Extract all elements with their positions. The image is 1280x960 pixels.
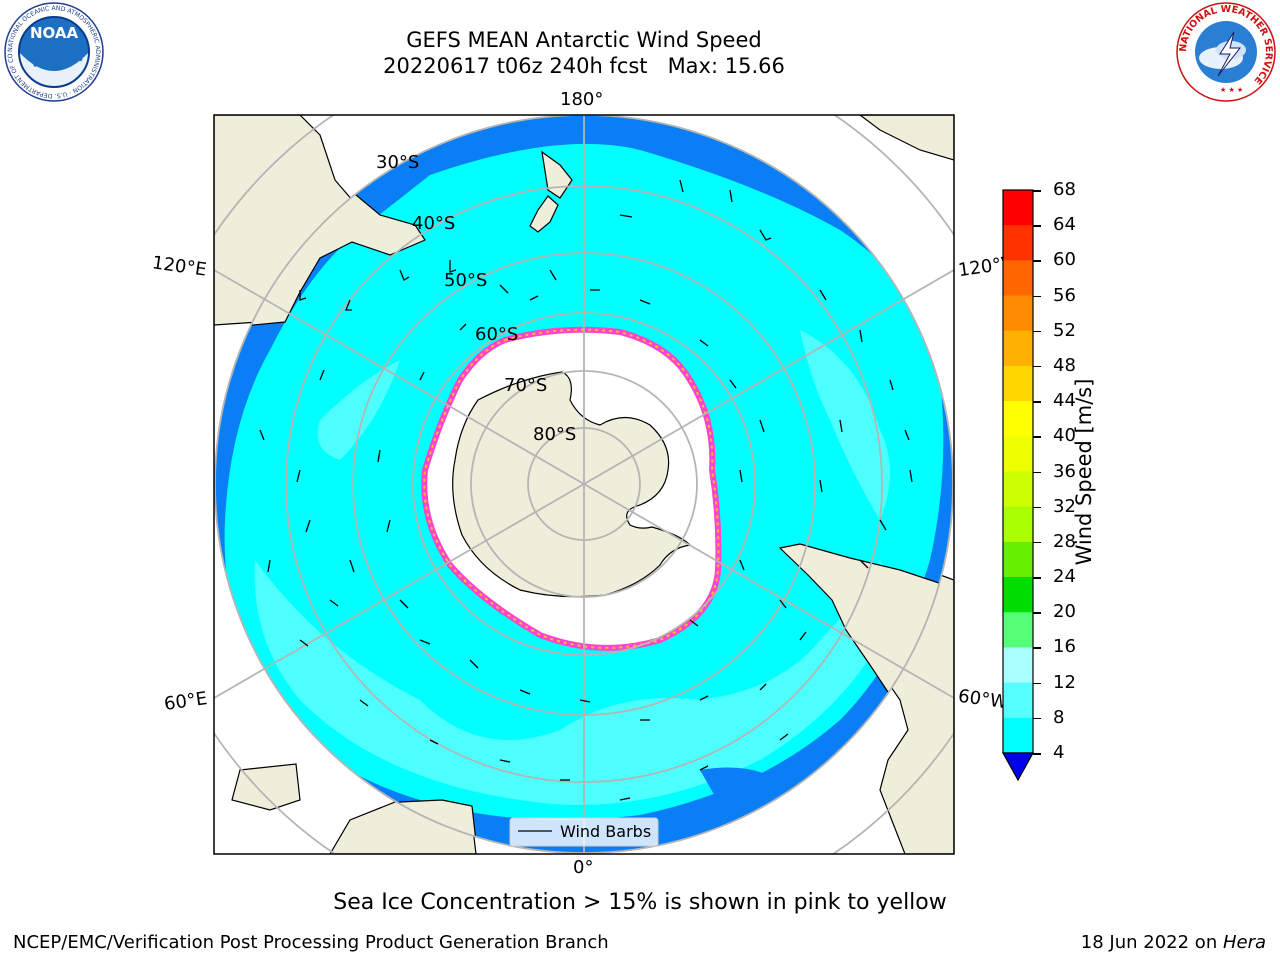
colorbar-tick-mark bbox=[1033, 225, 1041, 227]
colorbar-tick-mark bbox=[1033, 436, 1041, 438]
colorbar-segment bbox=[1003, 577, 1033, 613]
colorbar-tick-mark bbox=[1033, 401, 1041, 403]
colorbar-tick-label: 52 bbox=[1053, 319, 1076, 341]
colorbar-tick-mark bbox=[1033, 682, 1041, 685]
nws-logo: NATIONAL WEATHER SERVICE ★ ★ ★ bbox=[1176, 2, 1276, 102]
colorbar-tick-label: 12 bbox=[1053, 671, 1076, 693]
lat-label-80s: 80°S bbox=[533, 424, 577, 445]
colorbar-tick-label: 48 bbox=[1053, 354, 1076, 376]
colorbar-tick-mark bbox=[1033, 577, 1041, 579]
colorbar-tick-label: 36 bbox=[1053, 460, 1076, 482]
colorbar-segment bbox=[1003, 365, 1033, 402]
footer-host: Hera bbox=[1222, 932, 1266, 953]
colorbar-tick-label: 56 bbox=[1053, 284, 1076, 306]
antarctica bbox=[452, 371, 692, 598]
colorbar-segment bbox=[1003, 612, 1033, 648]
svg-text:★ ★ ★: ★ ★ ★ bbox=[1220, 86, 1243, 94]
footer-date-text: 18 Jun 2022 on bbox=[1080, 932, 1223, 953]
colorbar-tick-label: 20 bbox=[1053, 601, 1076, 623]
colorbar-tick-mark bbox=[1033, 471, 1041, 473]
colorbar-tick-label: 64 bbox=[1053, 214, 1076, 236]
colorbar bbox=[1001, 189, 1035, 782]
colorbar-tick-label: 44 bbox=[1053, 390, 1076, 412]
colorbar-tick-mark bbox=[1033, 260, 1041, 262]
colorbar-tick-label: 4 bbox=[1053, 742, 1065, 763]
colorbar-segment bbox=[1003, 541, 1033, 578]
colorbar-tick-label: 68 bbox=[1053, 179, 1076, 200]
colorbar-tick-label: 8 bbox=[1053, 706, 1065, 728]
new-zealand bbox=[529, 150, 573, 233]
colorbar-tick-mark bbox=[1033, 753, 1041, 755]
colorbar-tick-label: 40 bbox=[1053, 425, 1076, 447]
colorbar-segment bbox=[1003, 647, 1033, 684]
lat-label-60s: 60°S bbox=[475, 324, 519, 345]
noaa-logo: NATIONAL OCEANIC AND ATMOSPHERIC ADMINIS… bbox=[4, 2, 104, 102]
chart-title: GEFS MEAN Antarctic Wind Speed bbox=[406, 28, 762, 52]
colorbar-segment bbox=[1003, 295, 1033, 332]
colorbar-label: Wind Speed [m/s] bbox=[1072, 378, 1096, 566]
colorbar-tick-mark bbox=[1033, 190, 1041, 192]
colorbar-tick-mark bbox=[1033, 612, 1041, 614]
colorbar-segment bbox=[1003, 471, 1033, 508]
graticule bbox=[214, 115, 954, 854]
colorbar-tick-mark bbox=[1033, 295, 1041, 298]
colorbar-tick-mark bbox=[1033, 330, 1041, 333]
wind-barbs bbox=[259, 179, 913, 801]
colorbar-tick-mark bbox=[1033, 365, 1041, 368]
footer-date: 18 Jun 2022 on Hera bbox=[1081, 932, 1266, 953]
colorbar-segment bbox=[1003, 330, 1033, 367]
map-frame bbox=[213, 114, 955, 855]
colorbar-tick-mark bbox=[1033, 647, 1041, 649]
lon-label-180: 180° bbox=[560, 89, 604, 110]
colorbar-segment bbox=[1003, 190, 1033, 226]
colorbar-tick-label: 24 bbox=[1053, 566, 1076, 588]
colorbar-segment bbox=[1003, 260, 1033, 297]
colorbar-tick-mark bbox=[1033, 506, 1041, 509]
colorbar-segment bbox=[1003, 506, 1033, 543]
wind-field-12-16 bbox=[254, 330, 900, 805]
colorbar-tick-label: 60 bbox=[1053, 249, 1076, 271]
sea-ice-caption: Sea Ice Concentration > 15% is shown in … bbox=[333, 890, 947, 915]
lat-label-50s: 50°S bbox=[444, 270, 488, 291]
lat-label-40s: 40°S bbox=[412, 213, 456, 234]
lon-label-0: 0° bbox=[573, 857, 594, 878]
colorbar-segment bbox=[1003, 436, 1033, 472]
colorbar-segment bbox=[1003, 401, 1033, 437]
colorbar-tick-mark bbox=[1033, 717, 1041, 720]
lat-label-30s: 30°S bbox=[376, 152, 420, 173]
legend-wind-barbs: Wind Barbs bbox=[560, 822, 651, 841]
map-legend bbox=[509, 817, 659, 847]
footer-branch: NCEP/EMC/Verification Post Processing Pr… bbox=[13, 932, 609, 953]
colorbar-segment bbox=[1003, 682, 1033, 719]
colorbar-segment bbox=[1003, 717, 1033, 754]
colorbar-tick-label: 28 bbox=[1053, 530, 1076, 552]
svg-text:NOAA: NOAA bbox=[30, 24, 79, 42]
chart-subtitle: 20220617 t06z 240h fcst Max: 15.66 bbox=[383, 54, 785, 78]
colorbar-segment bbox=[1003, 225, 1033, 261]
colorbar-tick-label: 16 bbox=[1053, 636, 1076, 658]
colorbar-tick-mark bbox=[1033, 541, 1041, 544]
lat-label-70s: 70°S bbox=[504, 375, 548, 396]
colorbar-tick-label: 32 bbox=[1053, 495, 1076, 517]
